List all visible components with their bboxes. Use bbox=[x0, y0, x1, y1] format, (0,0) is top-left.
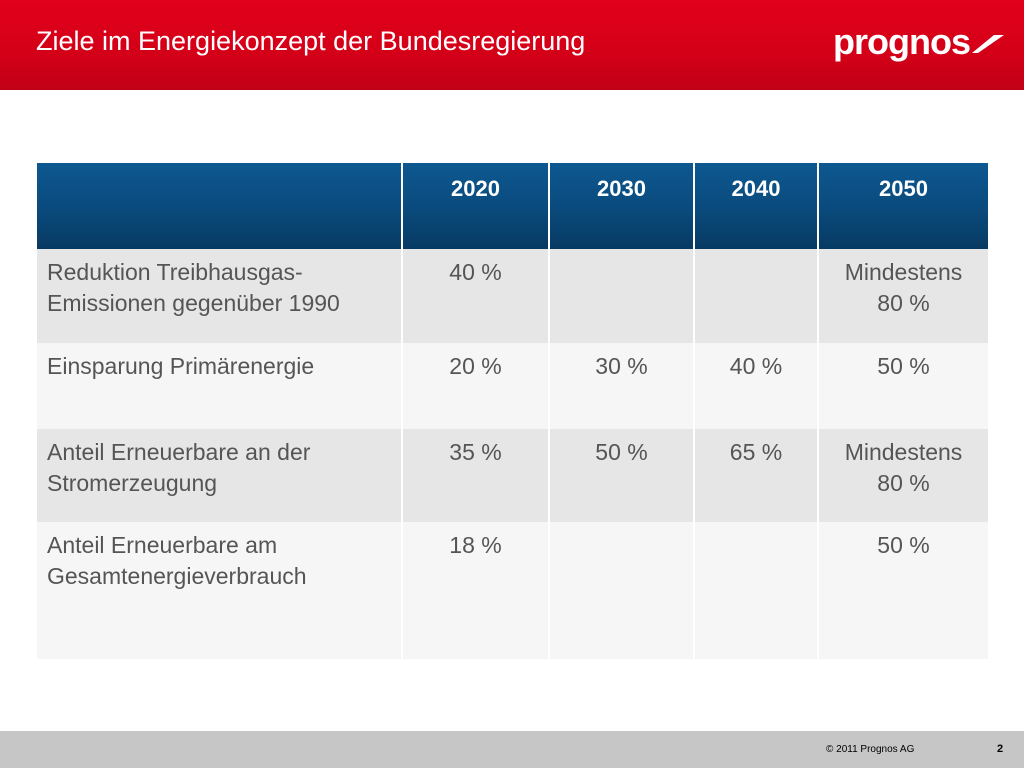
table-cell bbox=[549, 249, 695, 343]
page-number: 2 bbox=[997, 743, 1004, 755]
table-cell: 50 % bbox=[818, 343, 988, 429]
table-cell: 40 % bbox=[694, 343, 819, 429]
logo-swoosh-icon bbox=[972, 35, 1004, 53]
table-cell: 30 % bbox=[549, 343, 695, 429]
header-bar: Ziele im Energiekonzept der Bundesregier… bbox=[0, 0, 1024, 90]
table-cell: Mindestens 80 % bbox=[818, 429, 988, 522]
table-cell: 20 % bbox=[402, 343, 550, 429]
table-cell: 50 % bbox=[818, 522, 988, 659]
table-row: Einsparung Primärenergie 20 % 30 % 40 % … bbox=[37, 343, 988, 429]
header-cell-2050: 2050 bbox=[818, 163, 988, 249]
table-cell: 18 % bbox=[402, 522, 550, 659]
logo-wordmark: prognos bbox=[833, 21, 971, 62]
table-row: Reduktion Treibhausgas-Emissionen gegenü… bbox=[37, 249, 988, 343]
table-cell bbox=[694, 522, 819, 659]
copyright-text: © 2011 Prognos AG bbox=[826, 744, 915, 755]
table-row: Anteil Erneuerbare am Gesamtenergieverbr… bbox=[37, 522, 988, 659]
header-cell-2040: 2040 bbox=[694, 163, 819, 249]
row-label: Anteil Erneuerbare an der Stromerzeugung bbox=[37, 429, 403, 522]
table-cell: 40 % bbox=[402, 249, 550, 343]
table-row: Anteil Erneuerbare an der Stromerzeugung… bbox=[37, 429, 988, 522]
slide-title: Ziele im Energiekonzept der Bundesregier… bbox=[36, 26, 586, 56]
prognos-logo: prognos bbox=[833, 22, 1004, 62]
table-cell: 35 % bbox=[402, 429, 550, 522]
header-cell-2030: 2030 bbox=[549, 163, 695, 249]
targets-table: 2020 2030 2040 2050 Reduktion Treibhausg… bbox=[37, 163, 988, 659]
table-cell: 50 % bbox=[549, 429, 695, 522]
footer-bar: © 2011 Prognos AG 2 bbox=[0, 731, 1024, 768]
row-label: Einsparung Primärenergie bbox=[37, 343, 403, 429]
header-cell-empty bbox=[37, 163, 403, 249]
table-header-row: 2020 2030 2040 2050 bbox=[37, 163, 988, 249]
row-label: Reduktion Treibhausgas-Emissionen gegenü… bbox=[37, 249, 403, 343]
header-cell-2020: 2020 bbox=[402, 163, 550, 249]
table-cell: 65 % bbox=[694, 429, 819, 522]
table-cell: Mindestens 80 % bbox=[818, 249, 988, 343]
table-cell bbox=[549, 522, 695, 659]
row-label: Anteil Erneuerbare am Gesamtenergieverbr… bbox=[37, 522, 403, 659]
table-cell bbox=[694, 249, 819, 343]
